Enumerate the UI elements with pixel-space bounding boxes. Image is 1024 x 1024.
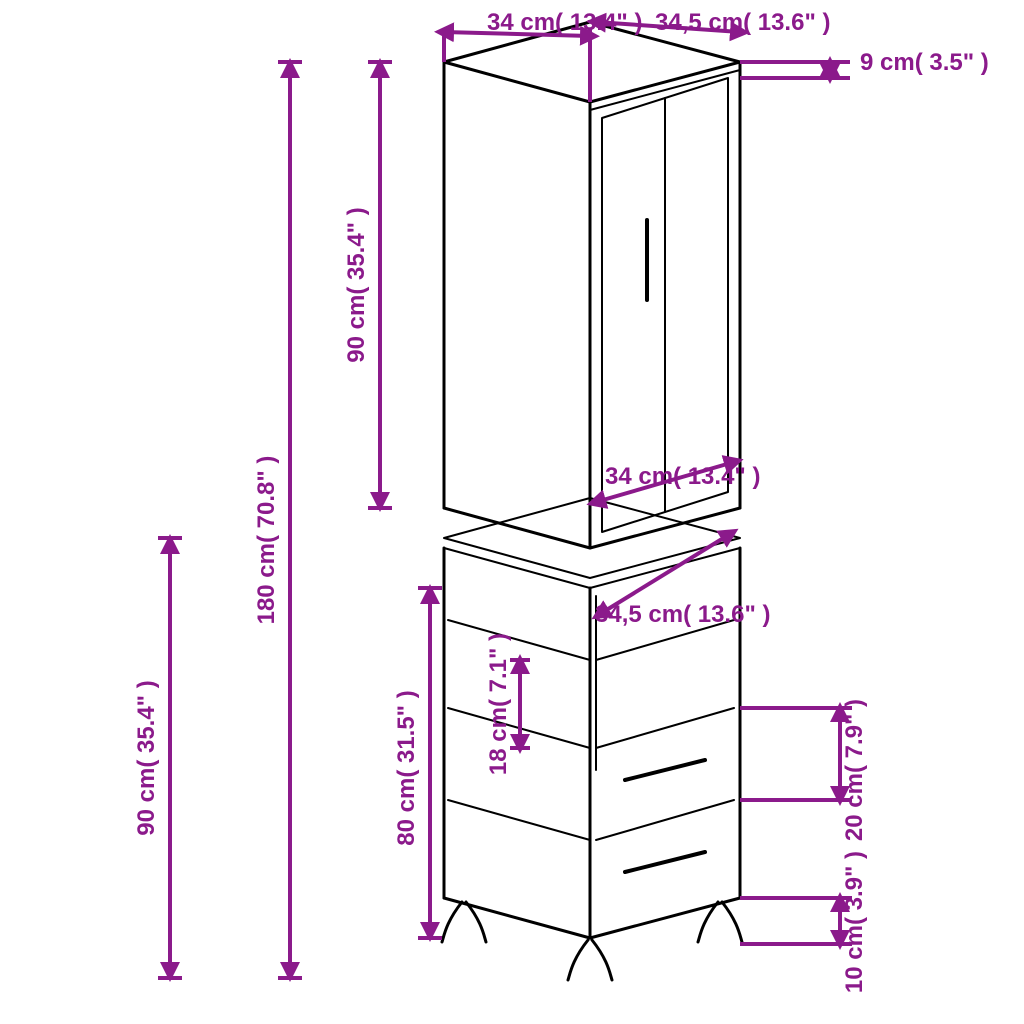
- furniture-edge: [625, 760, 705, 780]
- furniture-edge: [625, 852, 705, 872]
- furniture-edge: [590, 548, 740, 588]
- furniture-edge: [444, 508, 590, 548]
- furniture-edge: [444, 548, 590, 588]
- dimension-label: 80 cm( 31.5" ): [393, 690, 420, 845]
- dimension-label: 90 cm( 35.4" ): [133, 680, 160, 835]
- furniture-edge: [596, 708, 734, 748]
- dimension-label: 34,5 cm( 13.6" ): [595, 601, 770, 628]
- dimension-label: 90 cm( 35.4" ): [343, 207, 370, 362]
- dimension-label: 9 cm( 3.5" ): [860, 49, 989, 76]
- dimension-label: 18 cm( 7.1" ): [485, 633, 512, 775]
- furniture-edge: [568, 940, 588, 980]
- dimension-label: 20 cm( 7.9" ): [841, 699, 868, 841]
- furniture-edge: [596, 800, 734, 840]
- furniture-edge: [592, 940, 612, 980]
- furniture-edge: [444, 498, 740, 578]
- dimension-label: 34,5 cm( 13.6" ): [655, 9, 830, 36]
- dimension-label: 180 cm( 70.8" ): [253, 456, 280, 625]
- furniture-edge: [722, 902, 742, 942]
- furniture-edge: [448, 800, 590, 840]
- furniture-edge: [442, 902, 462, 942]
- furniture-edge: [448, 620, 590, 660]
- dimension-label: 34 cm( 13.4" ): [605, 463, 760, 490]
- dimension-label: 10 cm( 3.9" ): [841, 851, 868, 993]
